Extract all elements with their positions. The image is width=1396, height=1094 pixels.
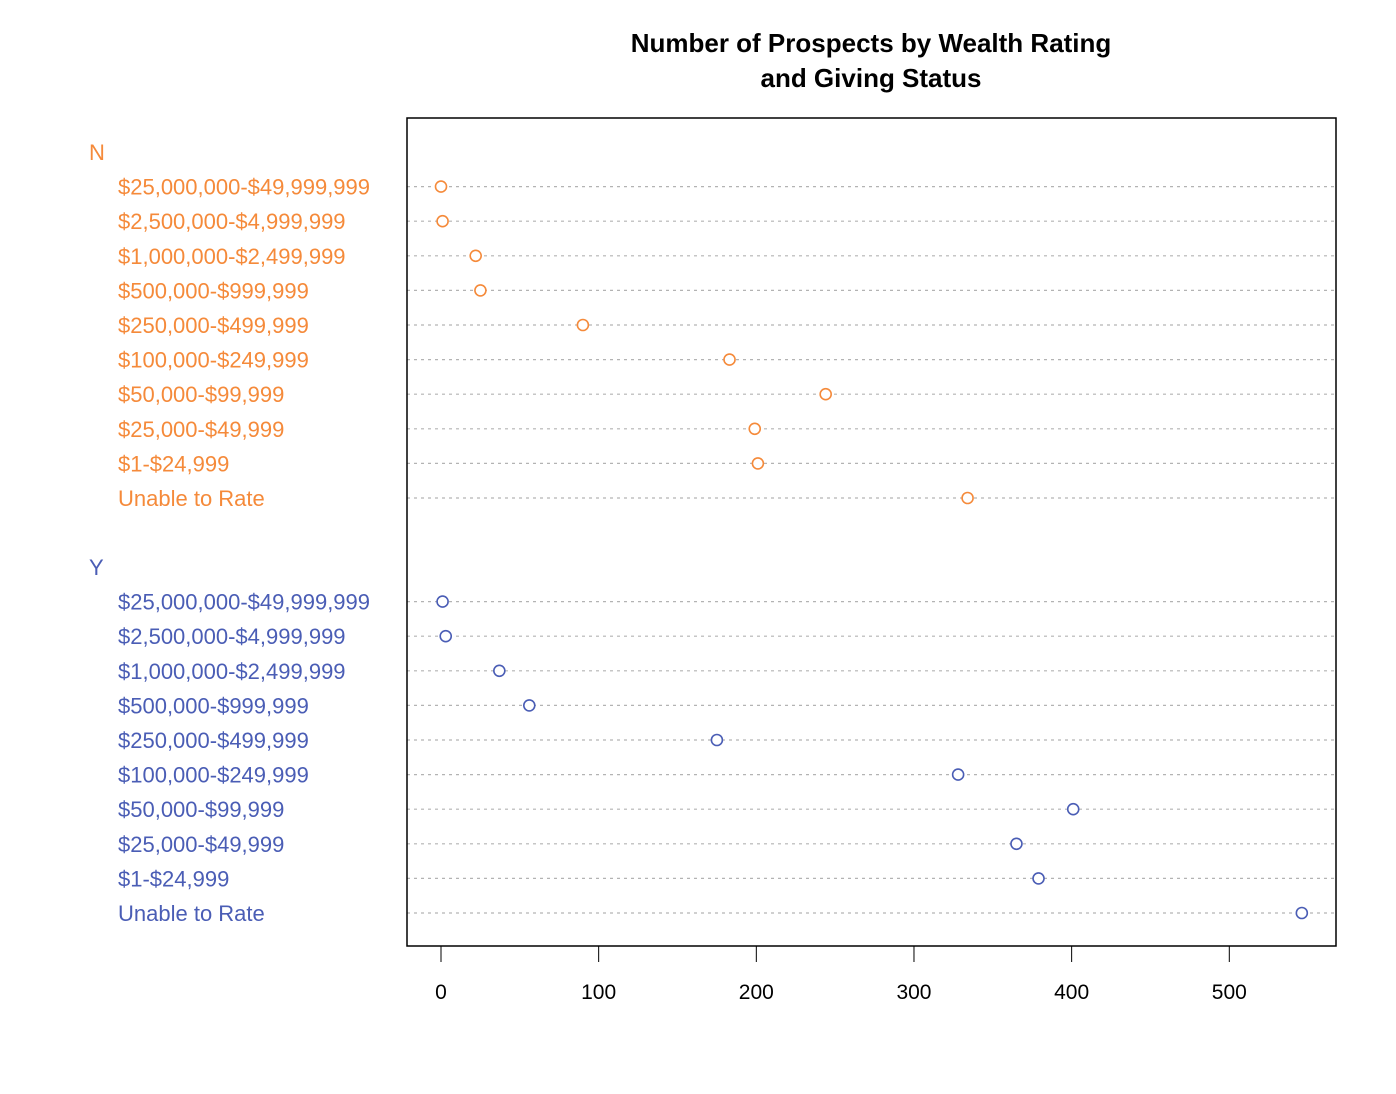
data-point-y xyxy=(436,595,449,608)
data-point-n xyxy=(723,353,736,366)
x-tick-label: 500 xyxy=(1212,981,1247,1004)
category-label: $250,000-$499,999 xyxy=(118,728,309,753)
data-point-y xyxy=(710,733,724,747)
data-point-n xyxy=(751,457,765,470)
x-axis: 0 100 200 300 400 500 xyxy=(435,945,1247,1004)
category-label: $25,000,000-$49,999,999 xyxy=(118,590,370,615)
x-tick-label: 300 xyxy=(896,981,931,1004)
group-label-n: N xyxy=(89,140,105,165)
category-label: $1,000,000-$2,499,999 xyxy=(118,659,346,684)
plot-frame xyxy=(406,117,1337,947)
category-label: $25,000,000-$49,999,999 xyxy=(118,175,370,200)
data-points xyxy=(434,180,1309,920)
data-point-n xyxy=(436,214,449,228)
data-point-n xyxy=(434,180,448,193)
data-point-n xyxy=(819,387,832,401)
category-label: $1-$24,999 xyxy=(118,866,229,891)
data-point-n xyxy=(961,491,974,505)
data-point-n xyxy=(469,249,482,263)
group-label-y: Y xyxy=(89,555,104,580)
data-point-y xyxy=(522,699,536,712)
category-label: $50,000-$99,999 xyxy=(118,382,284,407)
category-label: $2,500,000-$4,999,999 xyxy=(118,624,346,649)
category-label: $25,000-$49,999 xyxy=(118,832,284,857)
category-label: $50,000-$99,999 xyxy=(118,797,284,822)
data-point-y xyxy=(1032,872,1045,885)
data-point-y xyxy=(951,768,965,781)
category-label: $500,000-$999,999 xyxy=(118,278,309,303)
category-label: $100,000-$249,999 xyxy=(118,763,309,788)
category-label: $500,000-$999,999 xyxy=(118,693,309,718)
x-tick-label: 100 xyxy=(581,981,616,1004)
data-point-y xyxy=(1066,802,1080,816)
data-point-y xyxy=(1295,906,1309,920)
x-tick-label: 400 xyxy=(1054,981,1089,1004)
category-label: $1,000,000-$2,499,999 xyxy=(118,244,346,269)
chart-title: Number of Prospects by Wealth Rating and… xyxy=(631,28,1112,93)
data-point-n xyxy=(576,318,590,332)
chart-title-line-2: and Giving Status xyxy=(760,63,981,93)
x-tick-label: 0 xyxy=(435,981,447,1004)
data-point-y xyxy=(493,664,506,678)
category-label: $250,000-$499,999 xyxy=(118,313,309,338)
category-label: $100,000-$249,999 xyxy=(118,348,309,373)
category-label: Unable to Rate xyxy=(118,901,265,926)
grid-lines xyxy=(407,186,1336,914)
category-label: $2,500,000-$4,999,999 xyxy=(118,209,346,234)
category-label: $1-$24,999 xyxy=(118,451,229,476)
chart-title-line-1: Number of Prospects by Wealth Rating xyxy=(631,28,1112,58)
category-label: $25,000-$49,999 xyxy=(118,417,284,442)
category-label: Unable to Rate xyxy=(118,486,265,511)
data-point-y xyxy=(1010,837,1023,851)
data-point-n xyxy=(748,422,762,436)
x-tick-label: 200 xyxy=(739,981,774,1004)
category-labels: N $25,000,000-$49,999,999 $2,500,000-$4,99… xyxy=(89,140,370,926)
data-point-n xyxy=(474,284,487,297)
data-point-y xyxy=(439,629,453,643)
